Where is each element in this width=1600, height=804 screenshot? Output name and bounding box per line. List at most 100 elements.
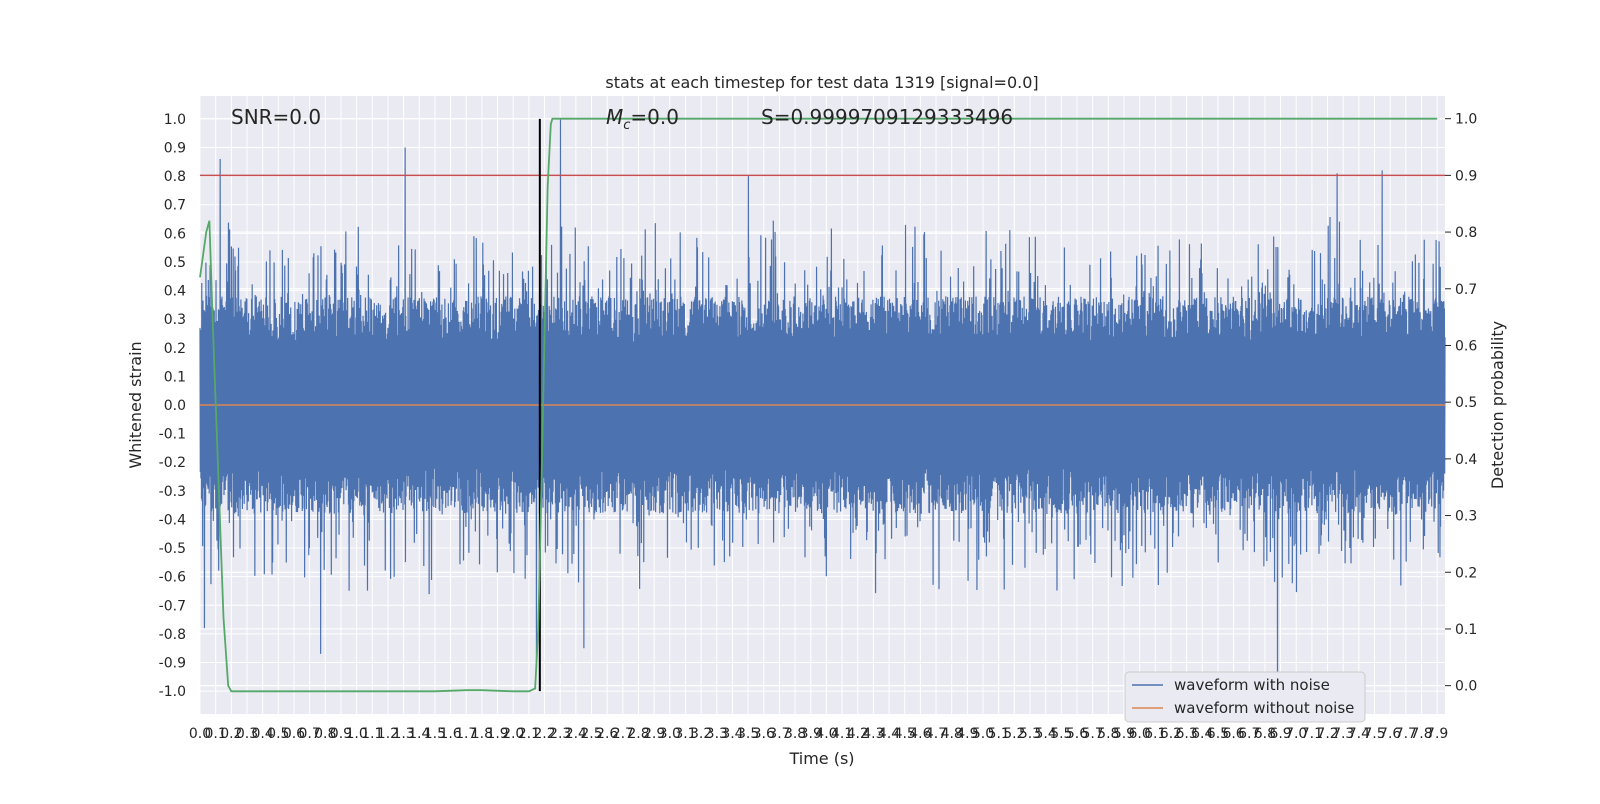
x-tick-label: 1.4 <box>408 726 430 742</box>
y-tick-label: -1.0 <box>159 684 186 700</box>
snr-annotation: SNR=0.0 <box>231 105 321 129</box>
x-tick-label: 3.4 <box>721 726 743 742</box>
y2-tick-label: 0.5 <box>1455 395 1477 411</box>
x-tick-label: 5.9 <box>1113 726 1135 742</box>
x-tick-label: 6.4 <box>1191 726 1213 742</box>
y-tick-label: -0.1 <box>159 427 186 443</box>
x-tick-label: 4.7 <box>925 726 947 742</box>
x-tick-label: 0.9 <box>330 726 352 742</box>
y2-tick-label: 0.9 <box>1455 168 1477 184</box>
x-tick-label: 1.1 <box>361 726 383 742</box>
x-tick-label: 0.5 <box>267 726 289 742</box>
x-tick-label: 4.0 <box>815 726 837 742</box>
x-tick-label: 3.8 <box>784 726 806 742</box>
s-annotation: S=0.9999709129333496 <box>761 105 1013 129</box>
chart-title: stats at each timestep for test data 131… <box>605 73 1038 92</box>
x-tick-label: 5.8 <box>1097 726 1119 742</box>
x-tick-label: 2.5 <box>580 726 602 742</box>
x-tick-label: 7.1 <box>1301 726 1323 742</box>
legend-box <box>1124 671 1366 723</box>
x-tick-label: 0.7 <box>298 726 320 742</box>
y-tick-label: -0.5 <box>159 541 186 557</box>
y-axis-label: Whitened strain <box>126 341 145 468</box>
x-tick-label: 1.0 <box>345 726 367 742</box>
x-tick-label: 5.7 <box>1082 726 1104 742</box>
x-tick-label: 2.7 <box>612 726 634 742</box>
x-tick-label: 2.6 <box>596 726 618 742</box>
x-tick-label: 7.9 <box>1426 726 1448 742</box>
y-tick-label: -0.9 <box>159 656 186 672</box>
x-tick-label: 3.3 <box>706 726 728 742</box>
y-tick-label: -0.6 <box>159 570 186 586</box>
x-tick-label: 7.4 <box>1348 726 1370 742</box>
x-tick-label: 0.4 <box>252 726 274 742</box>
x-tick-label: 1.6 <box>439 726 461 742</box>
x-tick-label: 2.1 <box>518 726 540 742</box>
x-tick-label: 5.3 <box>1019 726 1041 742</box>
y-tick-label: 0.9 <box>164 141 186 157</box>
y-tick-label: 0.4 <box>164 284 186 300</box>
x-tick-label: 6.0 <box>1128 726 1150 742</box>
y2-tick-label: 0.1 <box>1455 622 1477 638</box>
probability-series <box>199 117 1438 693</box>
y2-tick-label: 0.0 <box>1455 679 1477 695</box>
x-tick-label: 3.9 <box>800 726 822 742</box>
x-tick-label: 0.3 <box>236 726 258 742</box>
x-tick-label: 2.3 <box>549 726 571 742</box>
y-tick-label: 0.3 <box>164 312 186 328</box>
y-tick-label: 0.1 <box>164 369 186 385</box>
y2-tick-label: 1.0 <box>1455 112 1477 128</box>
x-tick-label: 4.5 <box>894 726 916 742</box>
y2-tick-label: 0.2 <box>1455 565 1477 581</box>
y2-tick-label: 0.8 <box>1455 225 1477 241</box>
x-tick-label: 5.2 <box>1003 726 1025 742</box>
x-tick-label: 0.0 <box>189 726 211 742</box>
x-tick-label: 5.1 <box>988 726 1010 742</box>
x-tick-label: 1.7 <box>455 726 477 742</box>
legend-label-without-noise: waveform without noise <box>1174 699 1354 717</box>
x-tick-label: 3.6 <box>753 726 775 742</box>
x-tick-label: 4.9 <box>956 726 978 742</box>
x-tick-label: 7.5 <box>1363 726 1385 742</box>
x-tick-label: 6.2 <box>1160 726 1182 742</box>
y2-tick-label: 0.3 <box>1455 509 1477 525</box>
y-tick-label: 0.7 <box>164 198 186 214</box>
x-tick-label: 6.3 <box>1175 726 1197 742</box>
x-tick-label: 1.5 <box>424 726 446 742</box>
x-tick-label: 6.6 <box>1222 726 1244 742</box>
x-axis-label: Time (s) <box>788 749 854 768</box>
x-tick-label: 6.7 <box>1238 726 1260 742</box>
y-tick-label: -0.2 <box>159 455 186 471</box>
y2-tick-labels: 0.0 0.1 0.2 0.3 0.4 0.5 0.6 0.7 0.8 0.9 1.0 <box>1445 112 1477 695</box>
y-tick-label: 0.6 <box>164 226 186 242</box>
x-tick-label: 7.2 <box>1316 726 1338 742</box>
y2-tick-label: 0.7 <box>1455 282 1477 298</box>
y2-axis-label: Detection probability <box>1488 321 1507 489</box>
x-tick-label: 4.1 <box>831 726 853 742</box>
legend: waveform with noise waveform without noi… <box>1124 671 1366 723</box>
x-tick-label: 2.9 <box>643 726 665 742</box>
x-tick-label: 3.0 <box>659 726 681 742</box>
y2-tick-label: 0.4 <box>1455 452 1477 468</box>
x-tick-label: 5.4 <box>1035 726 1057 742</box>
x-tick-label: 5.6 <box>1066 726 1088 742</box>
y-tick-label: -0.3 <box>159 484 186 500</box>
x-tick-labels: 0.00.10.20.30.40.50.60.70.80.91.01.11.21… <box>189 726 1448 742</box>
series-line-waveform-with-noise <box>199 118 1446 715</box>
x-tick-label: 6.1 <box>1144 726 1166 742</box>
x-tick-label: 3.5 <box>737 726 759 742</box>
x-tick-label: 0.8 <box>314 726 336 742</box>
x-tick-label: 4.3 <box>862 726 884 742</box>
x-tick-label: 5.5 <box>1050 726 1072 742</box>
x-tick-label: 4.4 <box>878 726 900 742</box>
y-tick-label: -0.7 <box>159 598 186 614</box>
x-tick-label: 0.2 <box>220 726 242 742</box>
x-tick-label: 1.3 <box>392 726 414 742</box>
x-tick-label: 7.6 <box>1379 726 1401 742</box>
noise-waveform-series <box>199 118 1446 715</box>
x-tick-label: 7.8 <box>1410 726 1432 742</box>
x-tick-label: 5.0 <box>972 726 994 742</box>
y-tick-labels: -1.0 -0.9 -0.8 -0.7 -0.6 -0.5 -0.4 -0.3 -0.2 -0.1… <box>159 112 186 700</box>
x-tick-label: 1.2 <box>377 726 399 742</box>
series-line-detection-probability <box>199 117 1438 693</box>
